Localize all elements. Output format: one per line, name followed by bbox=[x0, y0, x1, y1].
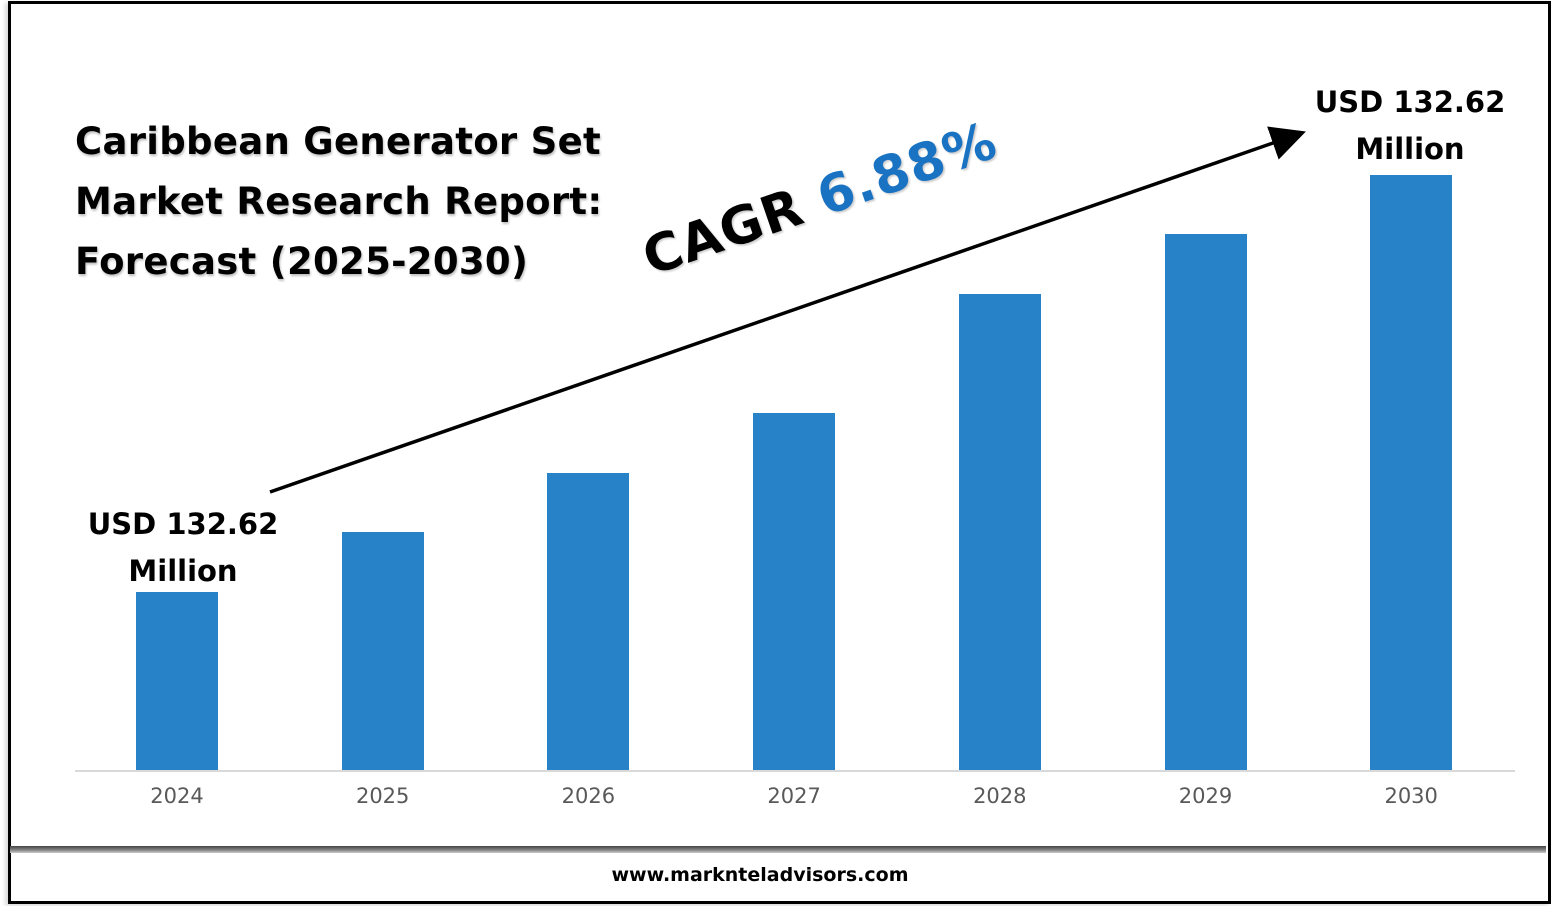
footer-url[interactable]: www.marknteladvisors.com bbox=[611, 864, 909, 886]
title-line-1: Caribbean Generator Set bbox=[75, 120, 601, 163]
bar-2024 bbox=[136, 592, 218, 770]
bar-2026 bbox=[547, 473, 630, 770]
x-axis-line bbox=[75, 770, 1515, 772]
x-label-2027: 2027 bbox=[767, 784, 821, 808]
x-label-2025: 2025 bbox=[355, 784, 410, 808]
end-value-label: USD 132.62 Million bbox=[1314, 85, 1506, 166]
bar-2027 bbox=[753, 413, 836, 770]
x-label-2028: 2028 bbox=[973, 784, 1027, 808]
x-label-2024: 2024 bbox=[150, 784, 204, 808]
start-value-label: USD 132.62 Million bbox=[87, 507, 279, 588]
x-label-2030: 2030 bbox=[1384, 784, 1438, 808]
x-label-2026: 2026 bbox=[561, 784, 616, 808]
bar-2029 bbox=[1164, 234, 1247, 770]
bar-2030 bbox=[1370, 175, 1453, 770]
footer-separator bbox=[10, 846, 1546, 853]
bar-2028 bbox=[958, 294, 1041, 770]
chart-title: Caribbean Generator Set Market Research … bbox=[75, 112, 603, 292]
x-label-2029: 2029 bbox=[1178, 784, 1233, 808]
title-line-3: Forecast (2025-2030) bbox=[75, 240, 529, 283]
title-line-2: Market Research Report: bbox=[75, 180, 603, 223]
bar-2025 bbox=[341, 532, 424, 770]
